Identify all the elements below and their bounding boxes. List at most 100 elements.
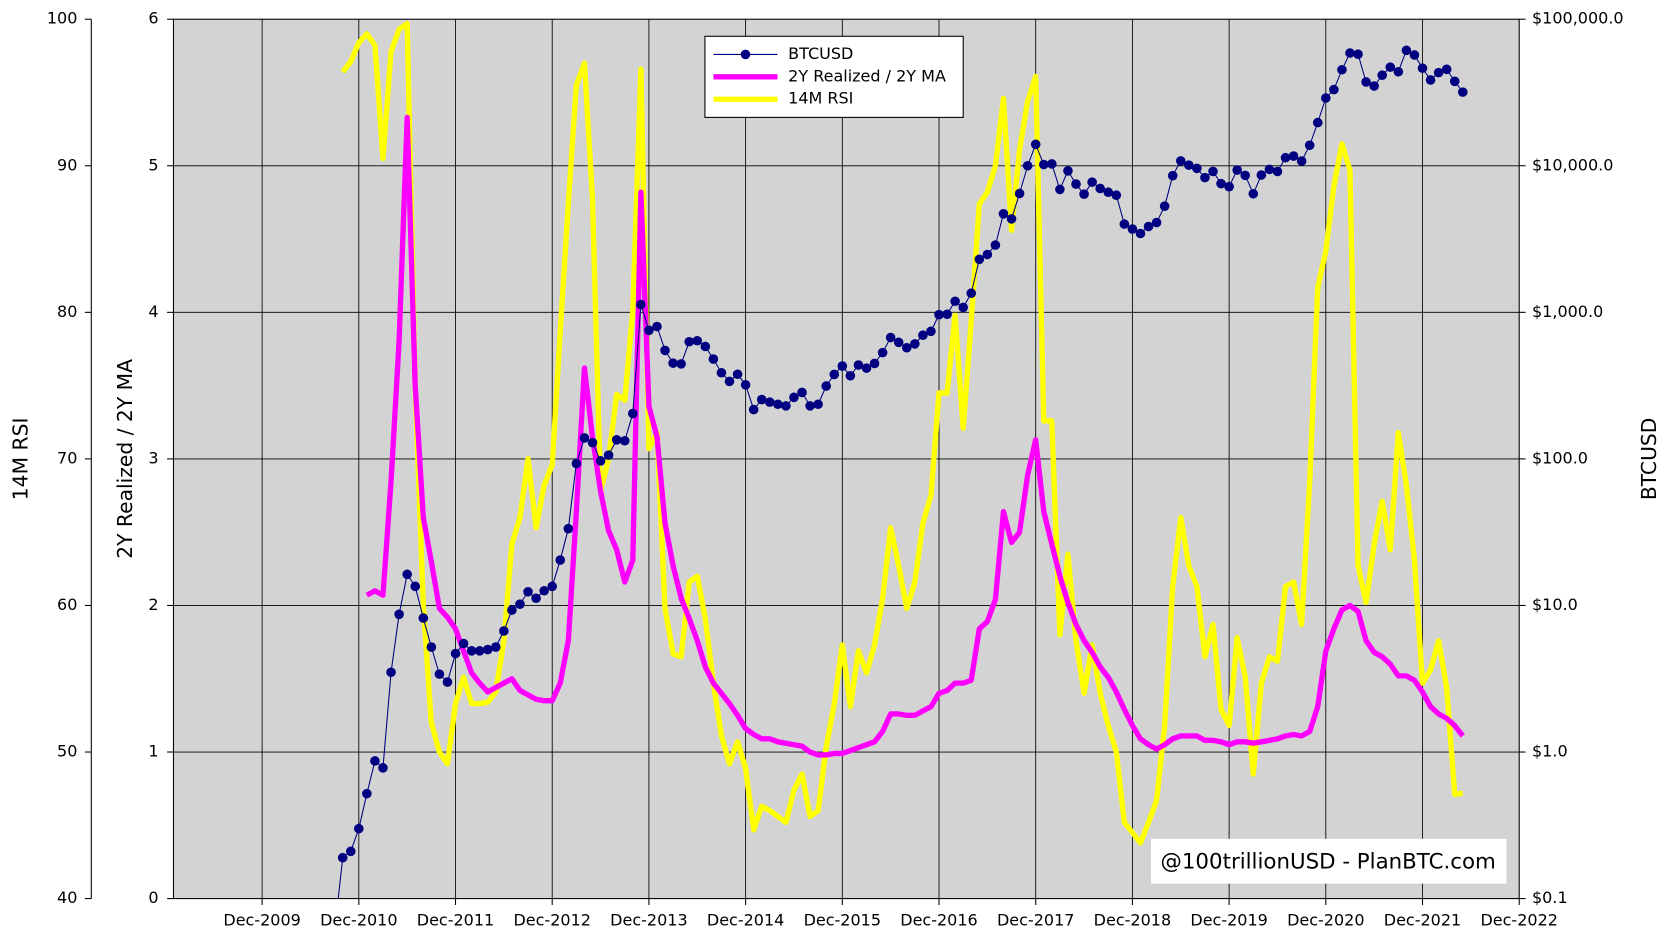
data-point xyxy=(684,336,695,347)
data-point xyxy=(499,626,509,636)
data-point xyxy=(901,342,912,353)
data-point xyxy=(1256,170,1267,180)
data-point xyxy=(910,339,920,349)
data-point xyxy=(1127,224,1138,234)
data-point xyxy=(668,358,678,368)
data-point xyxy=(1135,228,1146,239)
y-tick-label: 6 xyxy=(148,9,158,28)
y2-tick-label: $100,000.0 xyxy=(1532,9,1624,28)
x-tick-label: Dec-2019 xyxy=(1190,910,1267,929)
data-point xyxy=(1030,139,1041,150)
y3-tick-label: 60 xyxy=(57,595,77,614)
data-point xyxy=(724,376,735,387)
data-point xyxy=(732,369,743,380)
data-point xyxy=(402,569,412,580)
data-point xyxy=(563,523,574,534)
data-point xyxy=(418,613,429,623)
data-point xyxy=(370,756,380,766)
data-point xyxy=(345,846,356,857)
data-point xyxy=(869,358,880,369)
data-point xyxy=(692,335,703,346)
data-point xyxy=(1329,84,1339,95)
y2-axis-title: BTCUSD xyxy=(1637,418,1661,501)
y2-tick-label: $10,000.0 xyxy=(1532,155,1613,174)
data-point xyxy=(764,397,775,407)
legend-label: BTCUSD xyxy=(788,44,853,63)
data-point xyxy=(1038,159,1049,170)
data-point xyxy=(861,363,872,373)
data-point xyxy=(1385,62,1396,72)
data-point xyxy=(619,435,630,446)
x-tick-label: Dec-2010 xyxy=(320,910,397,929)
y-tick-label: 2 xyxy=(148,595,158,614)
data-point xyxy=(362,788,372,799)
data-point xyxy=(644,325,654,336)
y2-tick-label: $1.0 xyxy=(1532,742,1568,761)
x-tick-label: Dec-2020 xyxy=(1287,910,1364,929)
data-point xyxy=(531,593,541,604)
y3-tick-label: 100 xyxy=(47,9,78,28)
data-point xyxy=(756,394,767,405)
legend-label: 14M RSI xyxy=(788,89,853,108)
data-point xyxy=(1022,160,1033,171)
data-point xyxy=(1417,63,1428,74)
data-point xyxy=(829,369,840,380)
data-point xyxy=(1224,181,1234,192)
data-point xyxy=(1377,70,1388,80)
data-point xyxy=(579,433,590,443)
data-point xyxy=(789,392,799,403)
y-tick-label: 5 xyxy=(148,155,158,174)
data-point xyxy=(1264,164,1275,175)
data-point xyxy=(805,401,815,411)
data-point xyxy=(1425,75,1436,85)
legend: BTCUSD 2Y Realized / 2Y MA 14M RSI xyxy=(704,35,964,118)
data-point xyxy=(1304,140,1315,151)
x-tick-label: Dec-2016 xyxy=(900,910,977,929)
x-tick-label: Dec-2022 xyxy=(1480,910,1557,929)
data-point xyxy=(966,288,977,299)
data-point xyxy=(1457,87,1468,97)
data-point xyxy=(974,254,985,265)
data-point xyxy=(587,437,598,448)
data-point xyxy=(1014,188,1025,199)
y2-tick-label: $100.0 xyxy=(1532,448,1588,467)
watermark-box xyxy=(1151,838,1507,884)
data-point xyxy=(885,332,896,343)
y3-axis-title: 14M RSI xyxy=(8,418,32,501)
data-point xyxy=(821,381,831,391)
watermark: @100trillionUSD - PlanBTC.com xyxy=(1161,849,1496,874)
data-point xyxy=(1353,49,1363,60)
data-point xyxy=(1071,179,1081,189)
data-point xyxy=(378,763,388,773)
data-point xyxy=(1312,117,1323,128)
data-point xyxy=(708,354,719,364)
data-point xyxy=(853,360,864,370)
y3-tick-label: 50 xyxy=(57,742,77,761)
data-point xyxy=(434,669,445,679)
y3-tick-label: 90 xyxy=(57,155,77,174)
data-point xyxy=(458,638,469,649)
data-point xyxy=(1248,188,1259,199)
data-point xyxy=(1240,170,1251,181)
y-tick-label: 0 xyxy=(148,888,158,907)
data-point xyxy=(1401,45,1412,56)
data-point xyxy=(837,361,848,371)
y2-tick-label: $0.1 xyxy=(1532,888,1568,907)
data-point xyxy=(652,321,662,332)
data-point xyxy=(893,337,904,348)
y2-tick-label: $1,000.0 xyxy=(1532,302,1603,321)
data-point xyxy=(1151,217,1162,228)
data-point xyxy=(958,302,968,313)
data-point xyxy=(982,249,993,260)
data-point xyxy=(515,599,525,609)
data-point xyxy=(700,341,711,352)
data-point xyxy=(1280,152,1291,163)
x-tick-label: Dec-2018 xyxy=(1094,910,1171,929)
data-point xyxy=(474,646,485,656)
x-tick-label: Dec-2015 xyxy=(804,910,881,929)
data-point xyxy=(1288,151,1299,161)
data-point xyxy=(740,380,751,390)
data-point xyxy=(797,387,807,398)
data-point xyxy=(450,648,461,659)
